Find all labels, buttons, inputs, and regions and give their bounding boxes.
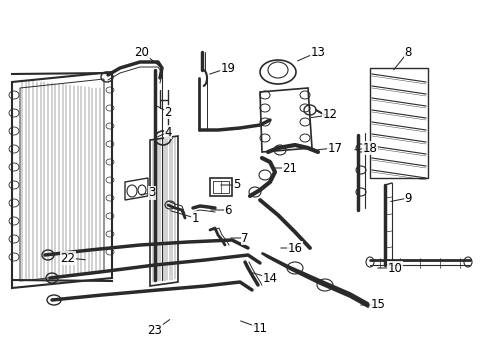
- Text: 4: 4: [164, 126, 172, 139]
- Text: 19: 19: [220, 62, 236, 75]
- Text: 21: 21: [283, 162, 297, 175]
- Text: 18: 18: [363, 141, 377, 154]
- Text: 1: 1: [191, 211, 199, 225]
- Text: 13: 13: [311, 45, 325, 58]
- Text: 20: 20: [135, 45, 149, 58]
- Text: 10: 10: [388, 261, 402, 274]
- Text: 8: 8: [404, 45, 412, 58]
- Text: 11: 11: [252, 321, 268, 334]
- Text: 16: 16: [288, 242, 302, 255]
- Bar: [213, 181, 229, 193]
- Bar: [210, 178, 232, 196]
- Text: 22: 22: [60, 252, 75, 265]
- Text: 3: 3: [148, 186, 156, 199]
- Text: 6: 6: [224, 203, 232, 216]
- Text: 12: 12: [322, 108, 338, 122]
- Bar: [370, 68, 428, 178]
- Text: 5: 5: [233, 179, 241, 192]
- Text: 2: 2: [164, 105, 172, 118]
- Text: 23: 23: [147, 324, 163, 337]
- Text: 17: 17: [327, 141, 343, 154]
- Text: 7: 7: [241, 231, 249, 244]
- Text: 9: 9: [404, 192, 412, 204]
- Text: 15: 15: [370, 298, 386, 311]
- Text: 14: 14: [263, 271, 277, 284]
